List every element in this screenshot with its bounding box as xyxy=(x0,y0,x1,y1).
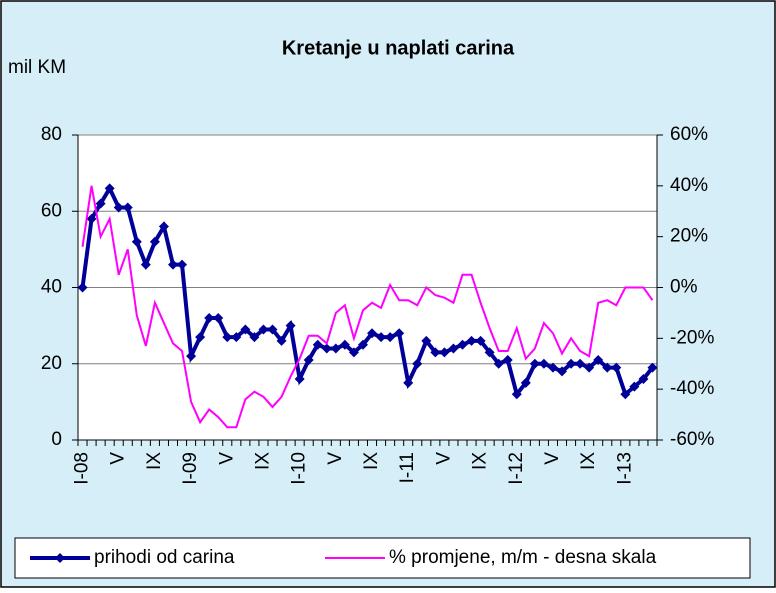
x-tick-label: IX xyxy=(578,452,599,470)
legend-label: % promjene, m/m - desna skala xyxy=(389,547,657,568)
series-marker xyxy=(213,313,224,323)
y-tick-label: 60 xyxy=(41,200,62,221)
x-tick-label: V xyxy=(542,452,563,465)
x-tick-label: I-12 xyxy=(506,452,527,485)
y2-tick-label: -20% xyxy=(670,327,714,348)
series-marker xyxy=(629,381,640,392)
series-marker xyxy=(158,221,169,232)
series-marker xyxy=(538,358,549,369)
series-marker xyxy=(593,354,604,365)
y-tick-label: 0 xyxy=(51,429,62,450)
chart-title: Kretanje u naplati carina xyxy=(282,37,515,59)
series-marker xyxy=(321,343,332,354)
series-marker xyxy=(267,324,278,335)
x-tick-label: V xyxy=(325,452,346,465)
series-marker xyxy=(122,202,133,213)
series-marker xyxy=(620,389,631,400)
x-tick-label: I-10 xyxy=(289,452,310,485)
series-marker xyxy=(95,198,106,209)
series-marker xyxy=(167,259,178,270)
series-marker xyxy=(249,332,260,343)
legend-marker xyxy=(55,553,65,563)
series-marker xyxy=(376,332,387,343)
series-marker xyxy=(222,332,233,343)
y-tick-label: 20 xyxy=(41,353,62,374)
series-marker xyxy=(231,332,242,343)
y2-tick-label: 40% xyxy=(670,175,708,196)
series-marker xyxy=(385,332,396,343)
series-marker xyxy=(430,347,441,358)
series-marker xyxy=(303,354,314,365)
series-marker xyxy=(584,362,595,373)
x-tick-label: V xyxy=(433,452,454,465)
y2-tick-label: 0% xyxy=(670,277,698,298)
series-marker xyxy=(520,377,531,388)
series-marker xyxy=(457,339,468,350)
series-marker xyxy=(412,358,423,369)
series-marker xyxy=(149,236,160,247)
series-marker xyxy=(647,362,658,373)
y-tick-label: 80 xyxy=(41,124,62,145)
series-marker xyxy=(611,362,622,373)
series-marker xyxy=(502,354,513,365)
series-marker xyxy=(602,362,613,373)
x-tick-label: I-08 xyxy=(72,452,93,485)
series-marker xyxy=(104,183,115,194)
series-marker xyxy=(493,358,504,369)
series-marker xyxy=(448,343,459,354)
series-marker xyxy=(77,282,88,293)
series-marker xyxy=(240,324,251,335)
x-tick-label: I-09 xyxy=(180,452,201,485)
series-marker xyxy=(466,335,477,346)
series-marker xyxy=(575,358,586,369)
x-tick-label: IX xyxy=(361,452,382,470)
series-marker xyxy=(439,347,450,358)
series-marker xyxy=(285,320,296,331)
series-marker xyxy=(276,335,287,346)
x-tick-label: I-11 xyxy=(397,452,418,483)
x-tick-label: V xyxy=(108,452,129,465)
series-marker xyxy=(484,347,495,358)
series-marker xyxy=(177,259,188,270)
series-marker xyxy=(294,374,305,384)
series-marker xyxy=(547,362,558,373)
series-marker xyxy=(330,343,341,354)
series-marker xyxy=(258,324,269,335)
series-marker xyxy=(131,236,142,247)
x-tick-label: IX xyxy=(470,452,491,470)
y-tick-label: 40 xyxy=(41,277,62,298)
series-marker xyxy=(475,335,486,346)
y2-tick-label: 20% xyxy=(670,226,708,247)
series-marker xyxy=(557,366,568,377)
series-marker xyxy=(638,374,649,384)
series-marker xyxy=(186,351,197,362)
series-marker xyxy=(421,335,432,346)
x-tick-label: IX xyxy=(252,452,273,470)
series-marker xyxy=(394,328,405,339)
series-marker xyxy=(140,259,151,270)
x-tick-label: I-13 xyxy=(614,452,635,485)
series-marker xyxy=(511,389,522,400)
series-marker xyxy=(86,213,97,224)
series-marker xyxy=(339,339,350,350)
series-marker xyxy=(367,328,378,339)
series-marker xyxy=(348,347,359,358)
legend-label: prihodi od carina xyxy=(94,547,235,568)
series-marker xyxy=(529,358,540,369)
x-tick-label: IX xyxy=(144,452,165,470)
series-marker xyxy=(312,339,323,350)
series-marker xyxy=(195,332,206,343)
series-marker xyxy=(113,202,124,213)
series-line xyxy=(81,185,654,429)
series-marker xyxy=(204,313,215,323)
series-marker xyxy=(403,377,414,388)
y2-tick-label: -60% xyxy=(670,429,714,450)
y2-tick-label: -40% xyxy=(670,378,714,399)
x-tick-label: V xyxy=(216,452,237,465)
y-axis-label: mil KM xyxy=(8,57,66,78)
series-marker xyxy=(566,358,577,369)
series-marker xyxy=(357,339,368,350)
y2-tick-label: 60% xyxy=(670,124,708,145)
